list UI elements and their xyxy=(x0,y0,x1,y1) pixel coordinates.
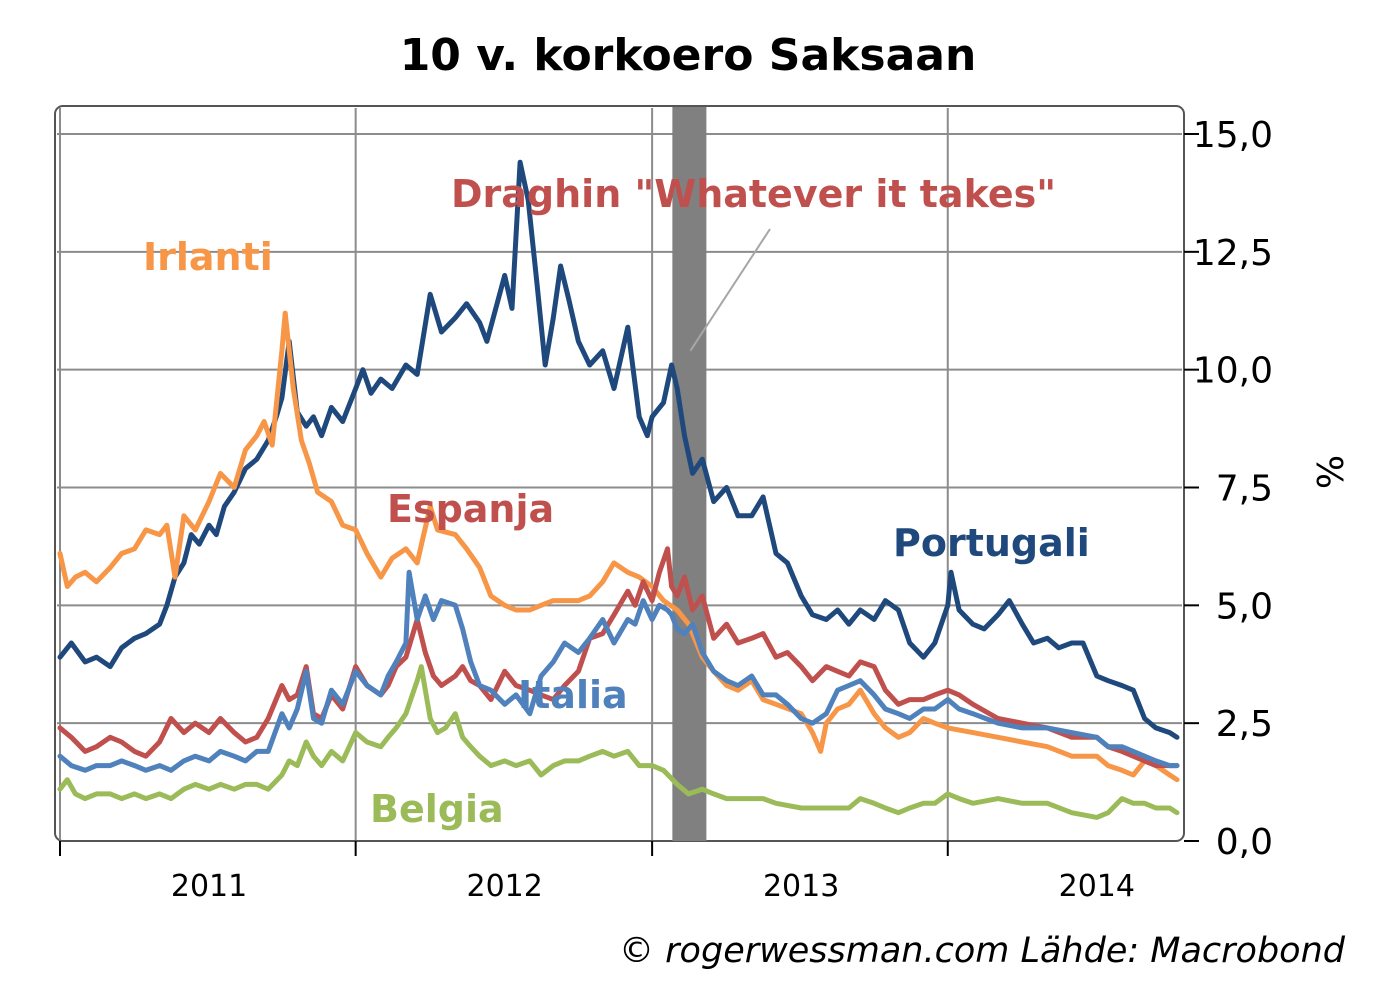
series-line-italia xyxy=(57,569,1180,773)
source-credit: © rogerwessman.com Lähde: Macrobond xyxy=(619,931,1346,971)
shaded-period xyxy=(672,107,707,841)
y-axis-label: % xyxy=(1311,455,1352,489)
axes: 15,0 12,5 10,0 7,5 5,0 2,5 0,0 2011 2012 2013 2014 xyxy=(59,115,1273,904)
series-label-belgia: Belgia xyxy=(370,787,504,831)
x-tick-label: 2013 xyxy=(763,869,839,904)
x-tick-label: 2012 xyxy=(467,869,543,904)
y-tick-label: 10,0 xyxy=(1193,351,1273,392)
y-tick-label: 15,0 xyxy=(1193,115,1273,156)
y-tick-label: 5,0 xyxy=(1216,586,1273,627)
x-tick-label: 2011 xyxy=(171,869,247,904)
series-label-italia: Italia xyxy=(518,673,628,717)
shaded-region xyxy=(672,107,707,841)
series-line-belgia xyxy=(57,664,1180,820)
x-tick-label: 2014 xyxy=(1059,869,1135,904)
y-tick-label: 0,0 xyxy=(1216,822,1273,863)
annotation xyxy=(689,228,771,352)
y-tick-label: 12,5 xyxy=(1193,233,1273,274)
plot-frame xyxy=(54,105,1185,842)
series-lines xyxy=(57,159,1180,820)
annotation-leader-line xyxy=(689,228,771,352)
series-label-portugali: Portugali xyxy=(893,521,1090,565)
y-tick-label: 7,5 xyxy=(1216,469,1273,510)
series-label-irlanti: Irlanti xyxy=(143,235,273,279)
series-line-espanja xyxy=(57,546,1180,769)
series-label-espanja: Espanja xyxy=(387,487,554,531)
series-line-irlanti xyxy=(57,310,1180,783)
series-line-portugali xyxy=(57,159,1180,740)
annotation-text: Draghin "Whatever it takes" xyxy=(451,172,1056,216)
chart-title: 10 v. korkoero Saksaan xyxy=(400,30,977,81)
y-tick-label: 2,5 xyxy=(1216,704,1273,745)
